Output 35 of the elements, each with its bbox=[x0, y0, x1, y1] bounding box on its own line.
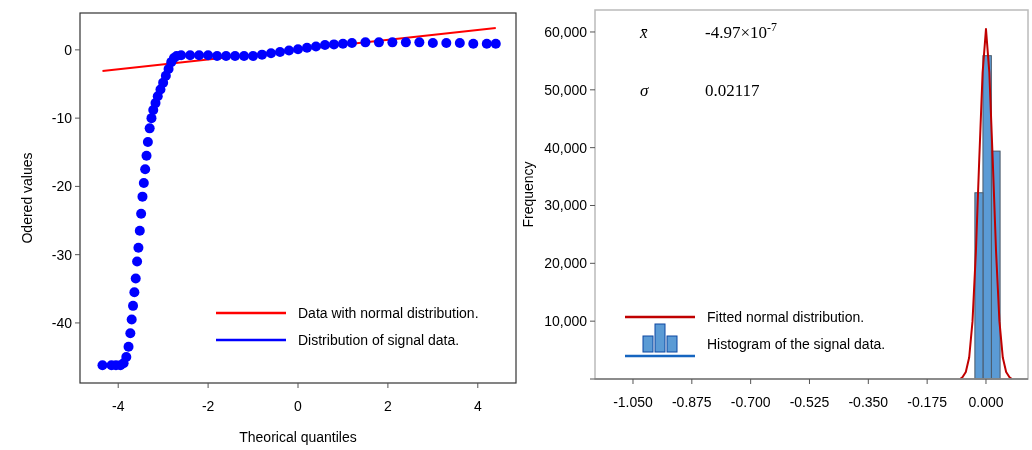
y-tick-label: 20,000 bbox=[544, 255, 588, 272]
x-tick-label: -0.875 bbox=[671, 394, 712, 410]
y-tick-label: 50,000 bbox=[544, 81, 588, 98]
legend-label: Distribution of signal data. bbox=[298, 332, 460, 348]
annotation: 0.02117 bbox=[705, 81, 761, 100]
x-tick-label: -0.350 bbox=[848, 394, 889, 410]
x-tick-label: 0.000 bbox=[968, 394, 1004, 410]
y-tick-label: 30,000 bbox=[544, 197, 588, 214]
y-tick-label: -10 bbox=[51, 110, 73, 127]
legend-label: Fitted normal distribution. bbox=[707, 309, 865, 325]
x-tick-label: 0 bbox=[294, 398, 303, 414]
y-tick-label: -20 bbox=[51, 178, 73, 195]
x-axis-title: Theorical quantiles bbox=[239, 429, 357, 445]
x-tick-label: -1.050 bbox=[613, 394, 654, 410]
x-tick-label: 4 bbox=[473, 398, 482, 414]
x-tick-label: 2 bbox=[384, 398, 392, 414]
y-axis-title: Odered values bbox=[19, 152, 35, 244]
y-tick-label: 40,000 bbox=[544, 139, 588, 156]
x-tick-label: -0.175 bbox=[907, 394, 948, 410]
x-tick-label: -0.700 bbox=[730, 394, 771, 410]
y-tick-label: 10,000 bbox=[544, 313, 588, 330]
y-tick-label: 0 bbox=[64, 41, 73, 58]
line-series bbox=[959, 28, 1013, 380]
annotation: x̄ bbox=[639, 23, 648, 42]
x-tick-label: -4 bbox=[111, 398, 125, 414]
y-axis-title: Frequency bbox=[520, 161, 536, 228]
x-tick-label: -0.525 bbox=[789, 394, 830, 410]
y-tick-label: -40 bbox=[51, 314, 73, 331]
legend-label: Data with normal distribution. bbox=[298, 305, 479, 321]
x-tick-label: -2 bbox=[201, 398, 215, 414]
y-tick-label: -30 bbox=[51, 246, 73, 263]
annotation: -4.97×10$^{-7}$ bbox=[705, 20, 777, 42]
y-tick-label: 60,000 bbox=[544, 23, 588, 40]
annotation: σ bbox=[640, 81, 649, 100]
legend-label: Histogram of the signal data. bbox=[707, 336, 886, 352]
